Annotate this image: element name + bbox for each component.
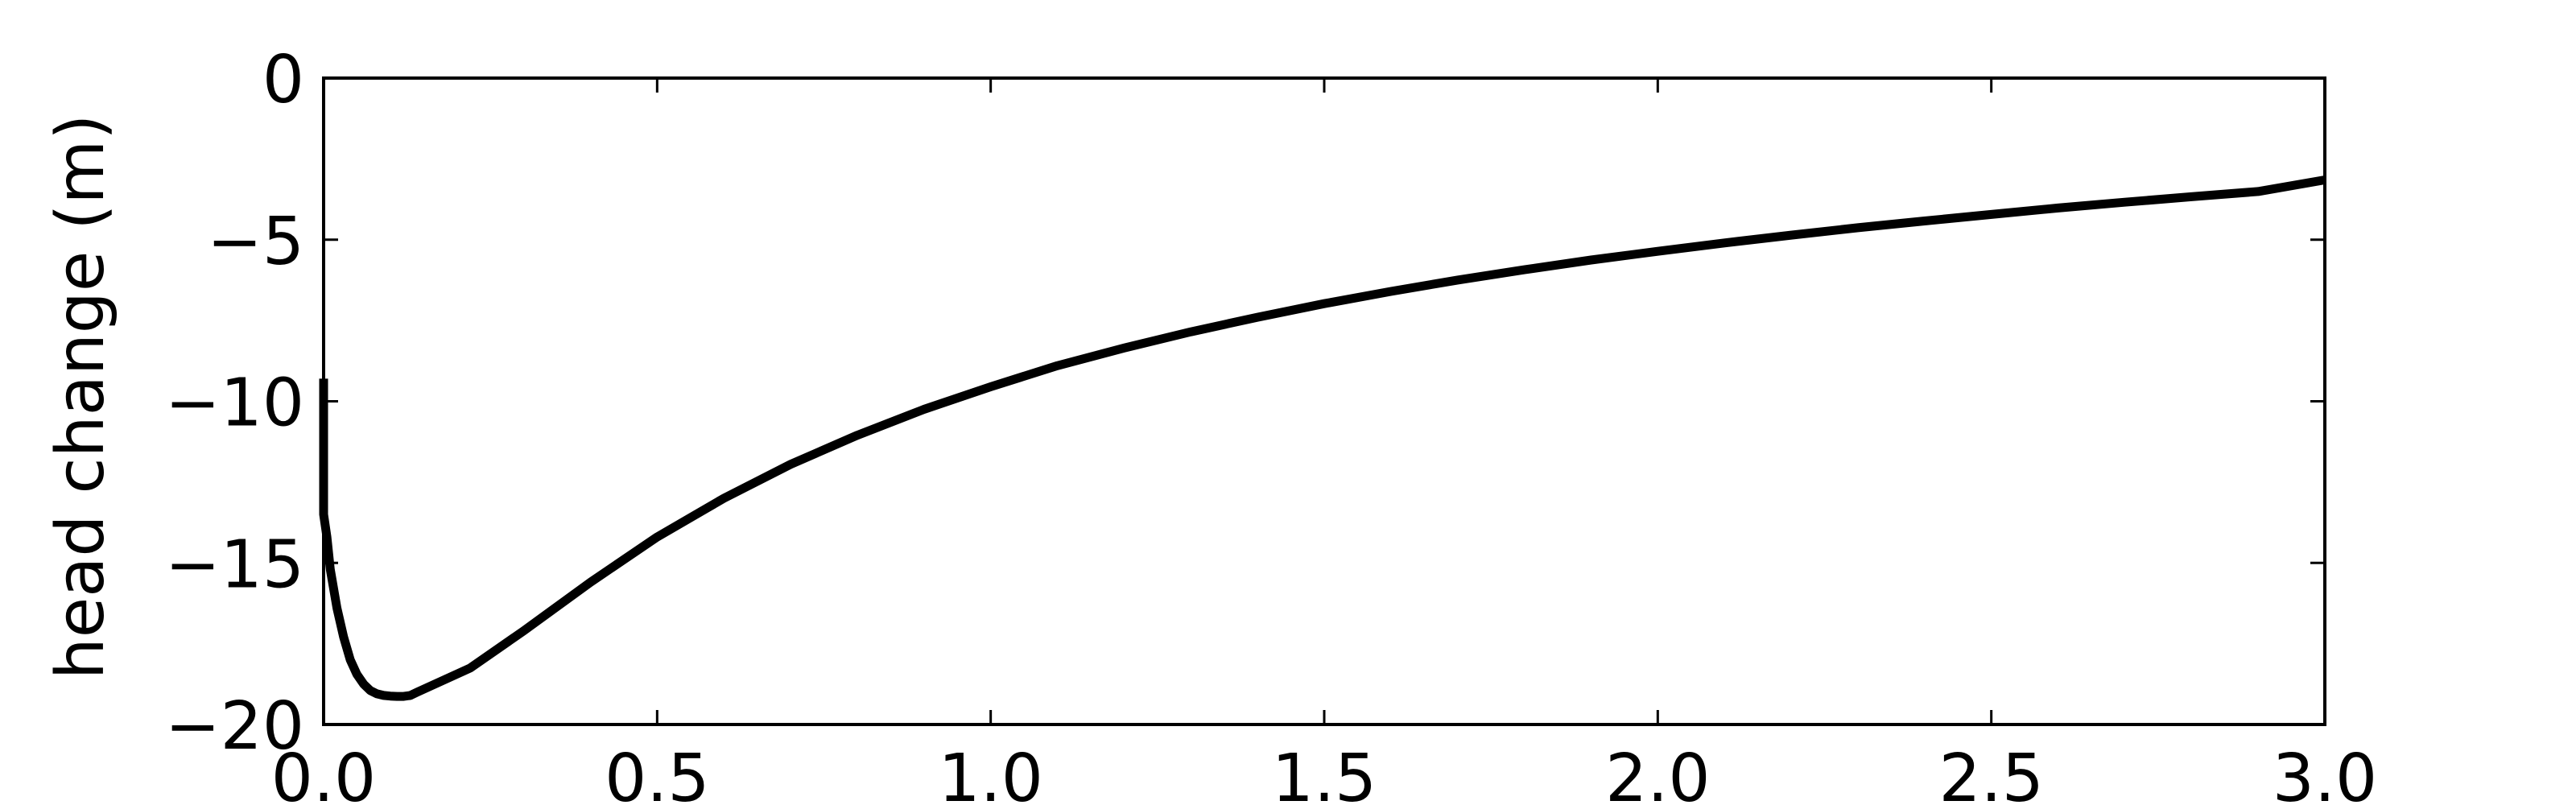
y-tick-label: 0 bbox=[262, 42, 304, 118]
y-axis-title: head change (m) bbox=[43, 114, 119, 680]
y-tick-label: −5 bbox=[207, 204, 304, 280]
x-tick-label: 1.0 bbox=[938, 741, 1042, 805]
y-tick-label: −10 bbox=[165, 365, 304, 442]
x-tick-label: 1.5 bbox=[1272, 741, 1377, 805]
series-line-0 bbox=[319, 175, 2326, 701]
x-tick-label: 0.0 bbox=[271, 741, 376, 805]
y-tick-label: −20 bbox=[165, 688, 304, 765]
y-axis: 0 −5 −10 −15 −20 bbox=[165, 42, 2325, 765]
x-tick-label: 2.5 bbox=[1938, 741, 2043, 805]
y-tick-label: −15 bbox=[165, 526, 304, 603]
x-tick-label: 3.0 bbox=[2273, 741, 2377, 805]
x-tick-label: 2.0 bbox=[1605, 741, 1710, 805]
x-axis: 0.0 0.5 1.0 1.5 2.0 2.5 3.0 bbox=[271, 78, 2377, 805]
x-tick-label: 0.5 bbox=[605, 741, 709, 805]
